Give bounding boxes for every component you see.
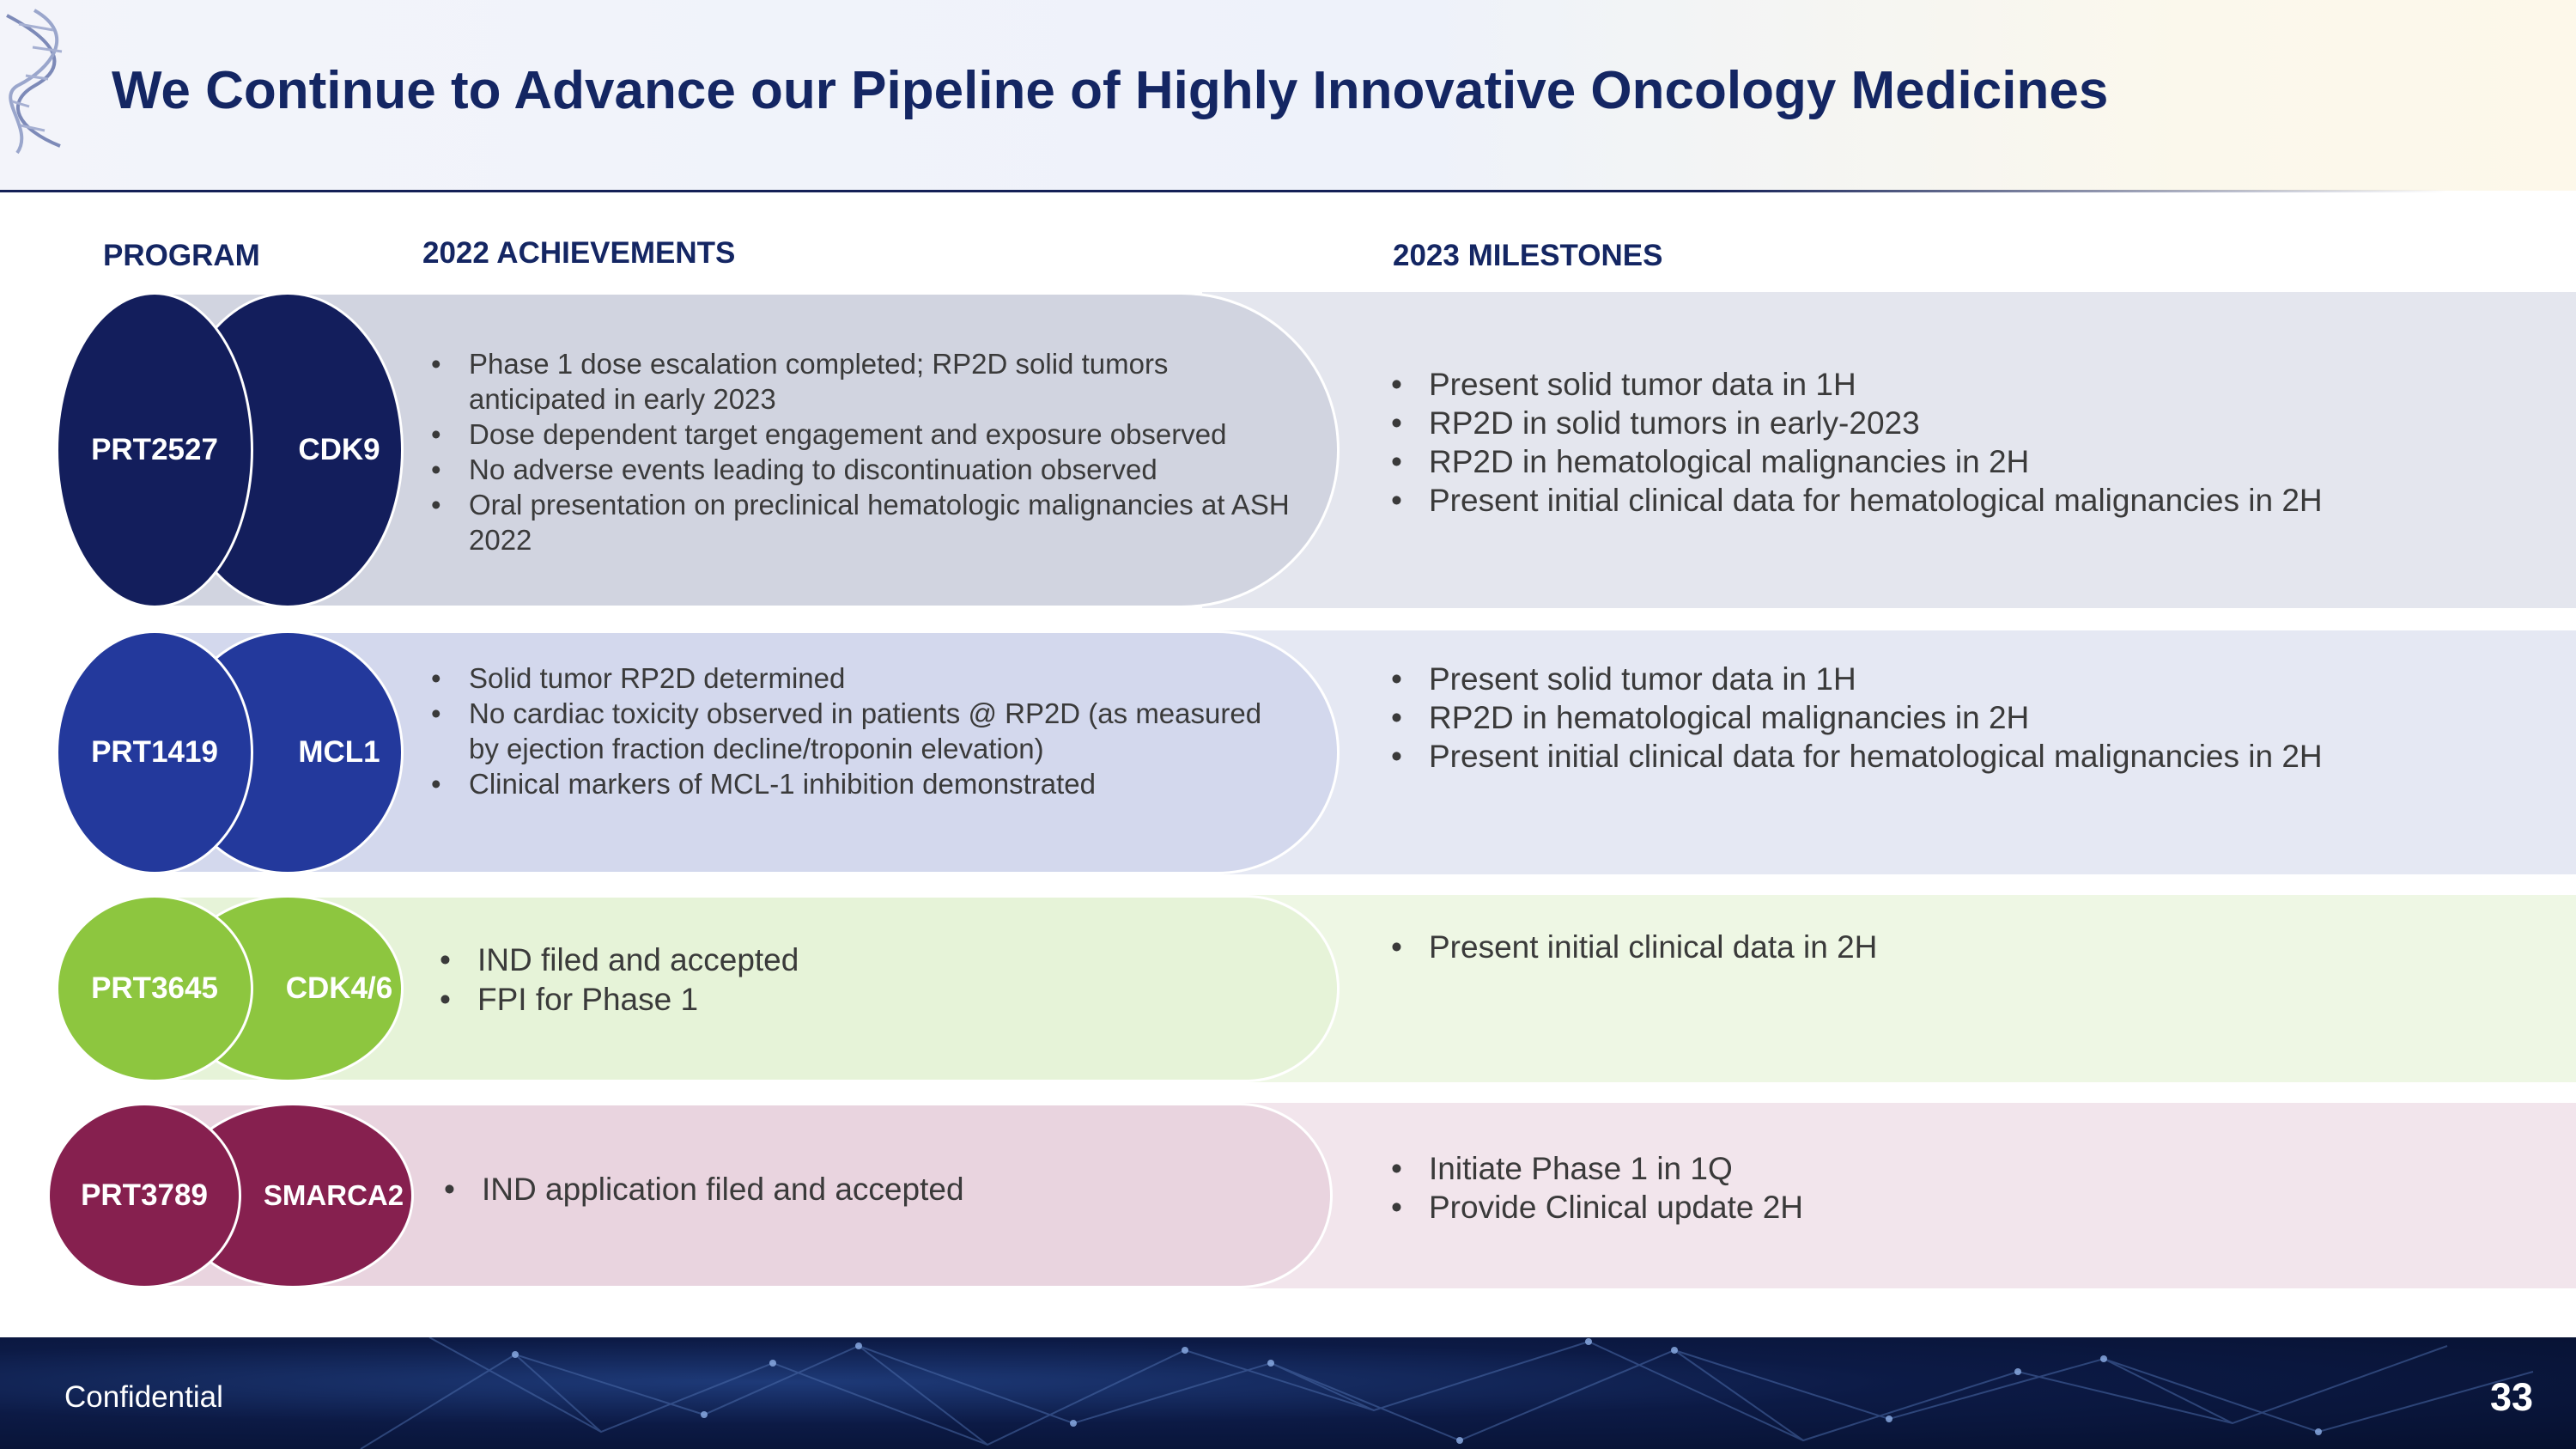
program-badge: PRT3645 xyxy=(56,895,253,1082)
list-item: Clinical markers of MCL-1 inhibition dem… xyxy=(431,766,1290,801)
achievements-list: IND application filed and accepted xyxy=(444,1170,1303,1209)
list-item: Phase 1 dose escalation completed; RP2D … xyxy=(431,346,1290,417)
program-code: PRT3789 xyxy=(81,1178,208,1212)
list-item: No cardiac toxicity observed in patients… xyxy=(431,696,1290,766)
column-header-milestones: 2023 MILESTONES xyxy=(1393,239,1663,272)
page-title: We Continue to Advance our Pipeline of H… xyxy=(112,61,2109,120)
program-row-prt2527: CDK9 PRT2527 Phase 1 dose escalation com… xyxy=(0,292,2576,608)
program-badge: PRT3789 xyxy=(47,1103,241,1288)
list-item: Initiate Phase 1 in 1Q xyxy=(1391,1149,2533,1188)
program-row-prt3645: CDK4/6 PRT3645 IND filed and accepted FP… xyxy=(0,895,2576,1082)
header-band xyxy=(0,0,2576,191)
footer: Confidential 33 xyxy=(0,1337,2576,1449)
list-item: Present solid tumor data in 1H xyxy=(1391,660,2533,698)
target-label: CDK4/6 xyxy=(285,971,393,1005)
column-header-achievements: 2022 ACHIEVEMENTS xyxy=(422,236,736,270)
list-item: Provide Clinical update 2H xyxy=(1391,1188,2533,1227)
list-item: Oral presentation on preclinical hematol… xyxy=(431,487,1290,557)
list-item: RP2D in solid tumors in early-2023 xyxy=(1391,404,2533,442)
milestones-list: Present solid tumor data in 1H RP2D in h… xyxy=(1391,660,2533,776)
list-item: Solid tumor RP2D determined xyxy=(431,661,1290,696)
list-item: Present initial clinical data for hemato… xyxy=(1391,737,2533,776)
network-pattern-icon xyxy=(360,1337,2534,1449)
program-code: PRT1419 xyxy=(91,735,218,769)
program-code: PRT2527 xyxy=(91,433,218,466)
list-item: No adverse events leading to discontinua… xyxy=(431,452,1290,487)
achievements-list: IND filed and accepted FPI for Phase 1 xyxy=(440,941,1298,1020)
list-item: Present initial clinical data for hemato… xyxy=(1391,481,2533,520)
list-item: Present solid tumor data in 1H xyxy=(1391,365,2533,404)
list-item: IND application filed and accepted xyxy=(444,1170,1303,1209)
program-code: PRT3645 xyxy=(91,971,218,1005)
program-badge: PRT2527 xyxy=(56,292,253,608)
target-label: CDK9 xyxy=(298,433,380,466)
target-label: SMARCA2 xyxy=(263,1179,404,1211)
page-number: 33 xyxy=(2489,1375,2533,1419)
program-badge: PRT1419 xyxy=(56,630,253,874)
column-header-program: PROGRAM xyxy=(103,239,260,272)
program-row-prt1419: MCL1 PRT1419 Solid tumor RP2D determined… xyxy=(0,630,2576,874)
confidential-label: Confidential xyxy=(64,1380,223,1414)
program-row-prt3789: SMARCA2 PRT3789 IND application filed an… xyxy=(0,1103,2576,1288)
list-item: Present initial clinical data in 2H xyxy=(1391,928,2533,966)
dna-helix-icon xyxy=(6,9,63,155)
header-divider xyxy=(0,190,2447,192)
list-item: RP2D in hematological malignancies in 2H xyxy=(1391,442,2533,481)
list-item: FPI for Phase 1 xyxy=(440,980,1298,1020)
list-item: RP2D in hematological malignancies in 2H xyxy=(1391,698,2533,737)
achievements-list: Phase 1 dose escalation completed; RP2D … xyxy=(431,346,1290,557)
target-label: MCL1 xyxy=(298,735,380,769)
milestones-list: Present solid tumor data in 1H RP2D in s… xyxy=(1391,365,2533,520)
achievements-list: Solid tumor RP2D determined No cardiac t… xyxy=(431,661,1290,801)
row-background xyxy=(1202,895,2576,1082)
list-item: IND filed and accepted xyxy=(440,941,1298,980)
milestones-list: Present initial clinical data in 2H xyxy=(1391,928,2533,966)
milestones-list: Initiate Phase 1 in 1Q Provide Clinical … xyxy=(1391,1149,2533,1227)
list-item: Dose dependent target engagement and exp… xyxy=(431,417,1290,452)
